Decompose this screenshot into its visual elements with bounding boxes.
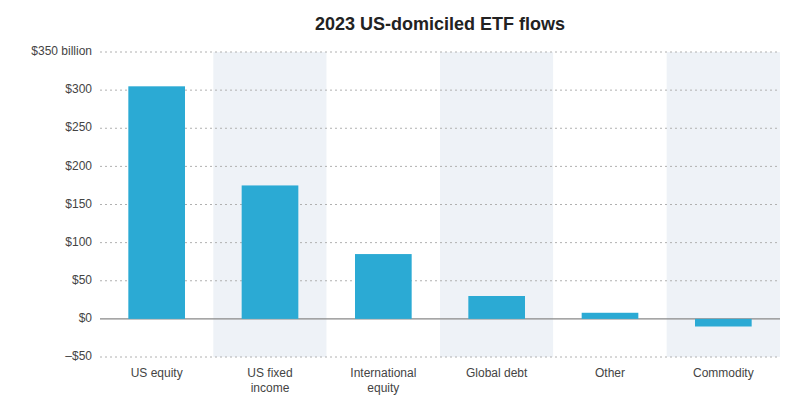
x-tick-label: US fixedincome [247,366,292,395]
y-tick-label: $150 [65,197,92,211]
x-tick-label: Internationalequity [350,366,416,395]
y-tick-label: –$50 [65,349,92,363]
x-tick-label-line: Global debt [466,366,528,380]
grid-line [100,52,780,53]
x-tick-label-line: income [251,381,290,395]
grid-line [100,90,780,91]
grid-line [100,128,780,129]
x-tick-label: Commodity [693,366,754,380]
grid [100,52,780,357]
x-tick-label-line: equity [367,381,399,395]
bar [582,313,639,319]
y-tick-label: $200 [65,159,92,173]
bar [128,86,185,319]
x-tick-label-line: International [350,366,416,380]
x-tick-label-line: Other [595,366,625,380]
grid-line [100,280,780,281]
x-tick-label-line: Commodity [693,366,754,380]
y-tick-label: $300 [65,82,92,96]
y-tick-label: $250 [65,120,92,134]
y-tick-label: $50 [72,273,92,287]
grid-line [100,242,780,243]
x-tick-label: US equity [131,366,183,380]
grid-line [100,357,780,358]
bars [128,86,751,326]
y-axis: –$50 $0 $50 $100 $150 $200 $250 $300 $350 billio… [31,44,92,363]
bar [695,319,752,327]
zero-line [100,318,780,319]
grid-line [100,204,780,205]
grid-line [100,166,780,167]
chart-svg: –$50 $0 $50 $100 $150 $200 $250 $300 $350 billio… [0,0,800,415]
x-axis: US equity US fixedincome Internationalequi… [131,366,754,395]
y-tick-label: $350 billion [31,44,92,58]
x-tick-label: Global debt [466,366,528,380]
x-tick-label-line: US fixed [247,366,292,380]
y-tick-label: $0 [79,311,93,325]
bar [355,254,412,319]
column-band [667,52,780,357]
bar [468,296,525,319]
column-band [327,52,440,357]
chart-container: –$50 $0 $50 $100 $150 $200 $250 $300 $350 billio… [0,0,800,415]
x-tick-label-line: US equity [131,366,183,380]
column-backgrounds [100,52,780,357]
bar [242,185,299,318]
x-tick-label: Other [595,366,625,380]
title: 2023 US-domiciled ETF flows [315,14,565,34]
y-tick-label: $100 [65,235,92,249]
